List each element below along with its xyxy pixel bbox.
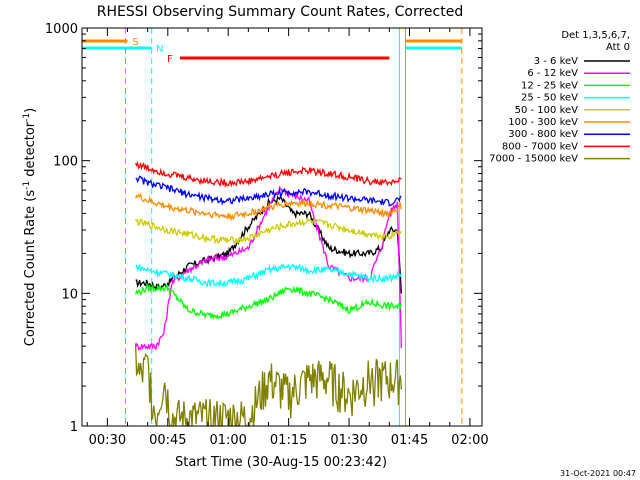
series-line	[135, 216, 402, 245]
y-tick-label: 1	[70, 420, 78, 435]
y-axis-label-main: Corrected Count Rate (s	[23, 190, 38, 347]
legend-header: Det 1,3,5,6,7,	[561, 30, 630, 41]
y-axis-label-end: )	[23, 108, 38, 113]
x-tick-label: 01:15	[270, 433, 307, 448]
chart-title: RHESSI Observing Summary Count Rates, Co…	[97, 4, 463, 20]
x-axis: 00:30 00:45 01:00 01:15 01:30 01:45 02:00	[86, 28, 489, 448]
time-boundaries	[125, 28, 463, 426]
legend-label: 100 - 300 keV	[508, 117, 578, 128]
series-line	[134, 343, 403, 427]
y-axis-label-sup1: -1	[22, 181, 32, 190]
legend-label: 6 - 12 keV	[527, 68, 578, 79]
x-axis-label: Start Time (30-Aug-15 00:23:42)	[175, 455, 387, 470]
interval-flag-label: F	[167, 54, 173, 65]
plot-frame	[81, 27, 483, 427]
x-tick-label: 01:45	[391, 433, 428, 448]
legend-label: 800 - 7000 keV	[502, 141, 578, 152]
series-line	[135, 160, 402, 189]
interval-flags: S NF	[82, 37, 462, 65]
legend-label: 25 - 50 keV	[521, 93, 578, 104]
y-axis: 1 10 100 1000	[45, 22, 482, 435]
y-axis-label: Corrected Count Rate (s-1 detector-1)	[22, 108, 38, 346]
interval-flag-label: N	[156, 44, 163, 55]
y-axis-label-sup2: -1	[22, 113, 32, 122]
x-tick-label: 00:30	[89, 433, 126, 448]
x-tick-label: 00:45	[149, 433, 186, 448]
legend-label: 3 - 6 keV	[534, 56, 578, 67]
x-tick-label: 01:00	[209, 433, 246, 448]
y-tick-label: 100	[53, 155, 78, 170]
legend-label: 12 - 25 keV	[521, 80, 578, 91]
series-line	[135, 193, 403, 294]
x-tick-label: 02:00	[451, 433, 488, 448]
x-tick-label: 01:30	[330, 433, 367, 448]
legend-header: Att 0	[606, 42, 630, 53]
series-line	[134, 192, 403, 222]
legend-label: 50 - 100 keV	[515, 105, 579, 116]
data-series	[134, 160, 403, 427]
footer-date: 31-Oct-2021 00:47	[560, 469, 636, 478]
interval-flag-label: S	[132, 37, 138, 48]
legend-label: 300 - 800 keV	[508, 129, 578, 140]
y-tick-label: 10	[61, 287, 78, 302]
legend-label: 7000 - 15000 keV	[489, 154, 578, 165]
y-tick-label: 1000	[45, 22, 78, 37]
y-axis-label-mid: detector	[23, 121, 38, 181]
series-line	[134, 283, 403, 321]
series-line	[135, 175, 402, 207]
series-line	[135, 262, 403, 288]
